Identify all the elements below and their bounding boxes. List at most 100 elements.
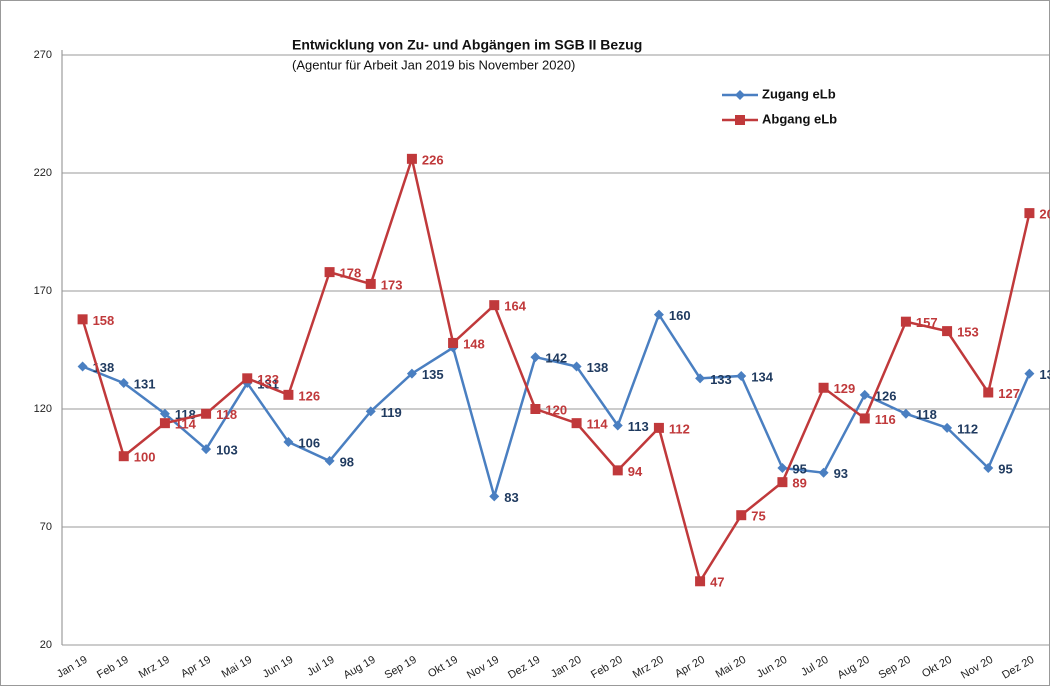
data-label: 106: [298, 435, 320, 450]
marker: [448, 337, 459, 348]
x-tick-label: Apr 19: [179, 654, 213, 681]
data-label: 127: [998, 386, 1020, 401]
marker: [736, 370, 747, 381]
data-label: 133: [257, 372, 279, 387]
marker: [653, 309, 664, 320]
x-tick-label: Mrz 19: [137, 654, 172, 681]
data-label: 83: [504, 490, 518, 505]
data-label: 148: [463, 336, 485, 351]
data-label: 178: [340, 266, 362, 281]
marker: [365, 406, 376, 417]
marker: [77, 361, 88, 372]
marker: [942, 326, 953, 337]
marker: [571, 418, 582, 429]
marker: [612, 420, 623, 431]
data-label: 94: [628, 464, 643, 479]
data-label: 157: [916, 315, 938, 330]
data-label: 160: [669, 308, 691, 323]
data-label: 103: [216, 443, 238, 458]
marker: [777, 463, 788, 473]
x-tick-label: Jul 20: [799, 654, 830, 679]
chart-subtitle: (Agentur für Arbeit Jan 2019 bis Novembe…: [292, 57, 575, 72]
data-label: 95: [998, 461, 1012, 476]
marker: [324, 455, 335, 466]
x-tick-label: Aug 19: [342, 654, 378, 682]
data-label: 135: [422, 367, 444, 382]
data-label: 126: [875, 388, 897, 403]
marker: [695, 373, 706, 384]
data-label: 95: [792, 461, 806, 476]
y-tick-label: 220: [34, 167, 52, 179]
marker: [859, 413, 870, 424]
x-tick-label: Sep 20: [877, 654, 913, 682]
marker: [489, 300, 500, 311]
data-label: 126: [298, 388, 320, 403]
marker: [900, 316, 911, 327]
marker: [942, 422, 953, 433]
x-tick-label: Apr 20: [673, 654, 707, 681]
legend-label: Zugang eLb: [762, 86, 836, 101]
marker: [1024, 208, 1035, 219]
data-label: 133: [710, 372, 732, 387]
x-tick-label: Okt 19: [426, 654, 460, 681]
marker: [159, 408, 170, 419]
data-label: 114: [587, 417, 609, 432]
x-tick-label: Okt 20: [920, 654, 954, 681]
data-label: 118: [216, 407, 237, 422]
marker: [159, 418, 170, 429]
data-label: 135: [1039, 367, 1050, 382]
marker: [612, 465, 623, 476]
data-label: 138: [587, 360, 609, 375]
data-label: 164: [504, 299, 526, 314]
data-label: 142: [545, 351, 567, 366]
data-label: 173: [381, 277, 403, 292]
x-tick-label: Jan 19: [55, 654, 90, 681]
marker: [530, 404, 541, 414]
data-label: 116: [875, 412, 896, 427]
marker: [859, 389, 870, 400]
marker: [406, 368, 417, 379]
data-label: 114: [175, 417, 197, 432]
data-label: 98: [340, 454, 354, 469]
x-tick-label: Aug 20: [836, 654, 872, 682]
marker: [324, 267, 335, 278]
marker: [118, 378, 129, 389]
data-label: 93: [834, 466, 848, 481]
data-label: 158: [93, 313, 115, 328]
x-tick-label: Jul 19: [305, 654, 336, 679]
marker: [900, 408, 911, 419]
data-label: 226: [422, 152, 444, 167]
data-label: 120: [545, 402, 567, 417]
marker: [571, 361, 582, 372]
marker: [1024, 368, 1035, 379]
marker: [118, 451, 129, 462]
y-tick-label: 70: [40, 521, 52, 533]
marker: [983, 463, 994, 473]
marker: [653, 422, 664, 433]
marker: [406, 153, 417, 164]
marker: [283, 437, 294, 448]
marker: [201, 444, 212, 455]
data-label: 119: [381, 405, 402, 420]
marker: [695, 576, 706, 587]
marker: [201, 408, 212, 419]
data-label: 89: [792, 476, 806, 491]
data-label: 47: [710, 575, 724, 590]
marker: [242, 373, 253, 384]
chart-title: Entwicklung von Zu- und Abgängen im SGB …: [292, 37, 642, 53]
series-line: [81, 154, 1031, 585]
x-tick-label: Feb 20: [589, 654, 625, 682]
data-label: 112: [957, 421, 978, 436]
y-tick-label: 120: [34, 403, 52, 415]
marker: [736, 510, 747, 521]
marker: [365, 278, 376, 289]
marker: [983, 387, 994, 398]
y-tick-label: 270: [34, 49, 52, 61]
data-label: 112: [669, 421, 690, 436]
y-tick-label: 20: [40, 639, 52, 651]
data-label: 100: [134, 450, 156, 465]
x-tick-label: Mrz 20: [631, 654, 666, 681]
y-tick-label: 170: [34, 285, 52, 297]
x-tick-label: Jan 20: [549, 654, 584, 681]
